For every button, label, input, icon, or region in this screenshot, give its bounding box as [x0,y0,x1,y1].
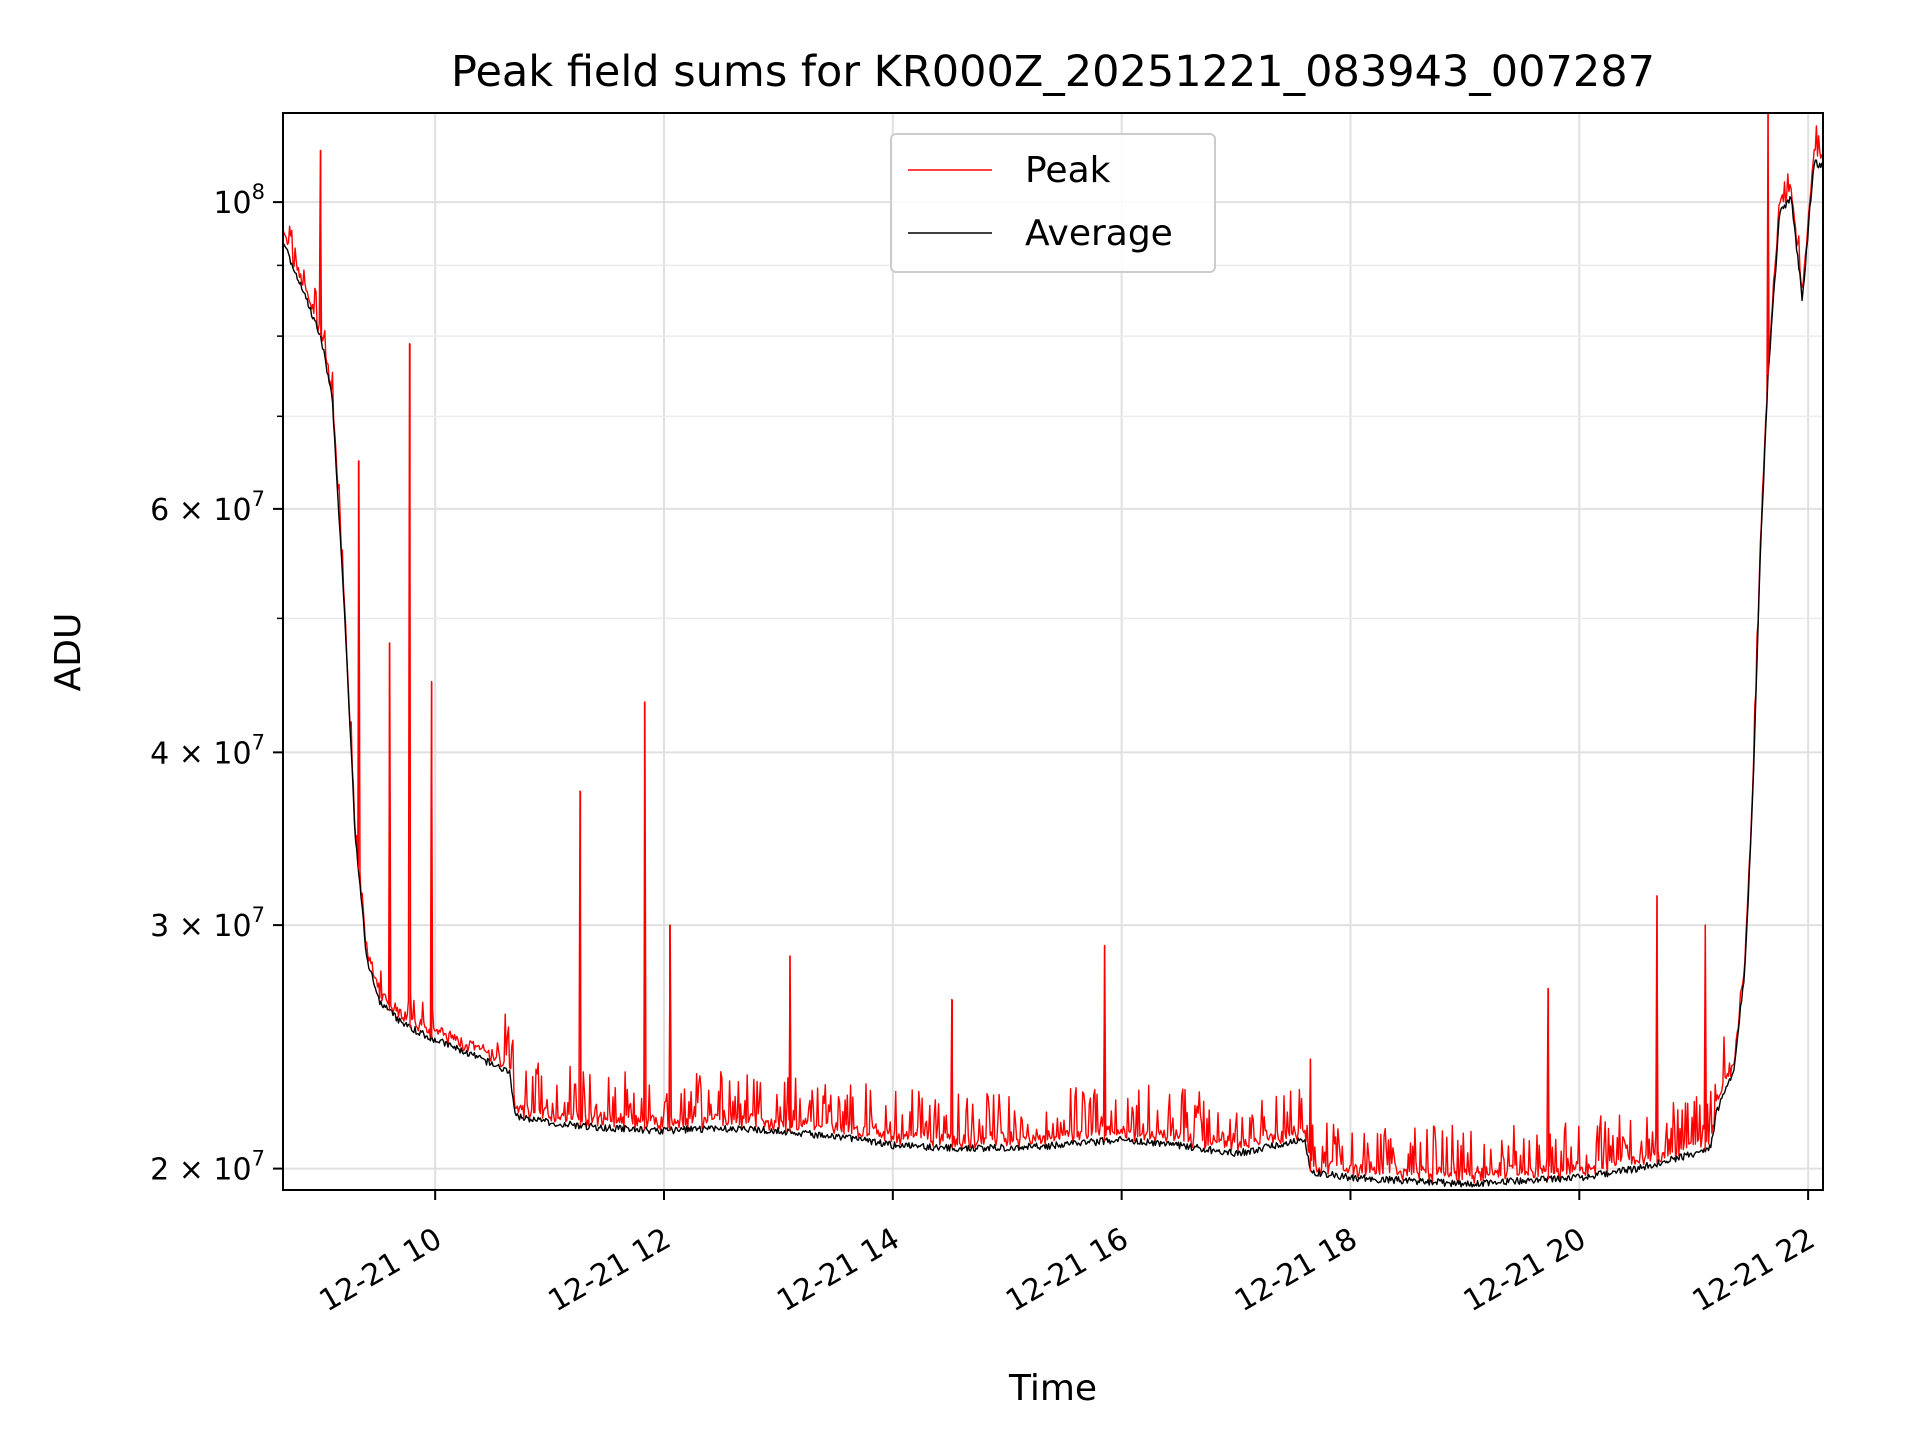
x-axis-label: Time [1008,1368,1097,1409]
y-tick-label: 3 × 107 [150,903,265,944]
average-series-line [282,159,1824,1188]
y-tick-label: 2 × 107 [150,1147,265,1188]
legend-peak-label: Peak [1025,150,1111,191]
grid [283,113,1823,1190]
y-tick-label: 6 × 107 [150,487,265,528]
legend-box [890,133,1216,273]
legend: Peak Average [890,133,1216,273]
chart-title: Peak field sums for KR000Z_20251221_0839… [451,47,1655,97]
y-tick-label: 4 × 107 [150,730,265,771]
plot-frame [282,112,1824,1191]
peak-series-line [282,112,1824,1184]
series-layer [282,112,1824,1188]
legend-average-label: Average [1025,213,1173,254]
y-tick-label: 108 [213,180,265,221]
y-axis-label: ADU [48,613,89,692]
